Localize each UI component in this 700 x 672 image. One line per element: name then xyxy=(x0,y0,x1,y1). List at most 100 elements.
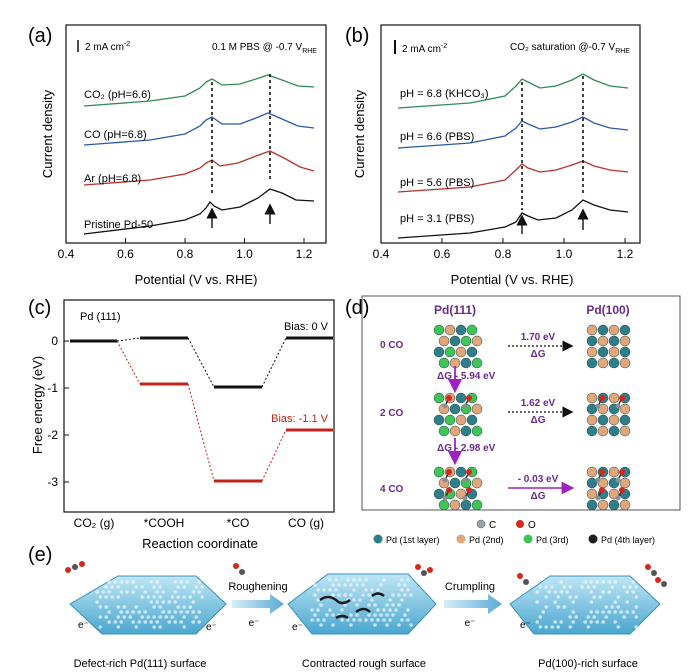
surface-atom xyxy=(382,618,386,622)
pd-atom xyxy=(460,335,472,347)
surface-atom xyxy=(161,610,165,614)
bias0-label: Bias: 0 V xyxy=(284,321,329,333)
state-co2: CO₂ (g) xyxy=(74,516,115,530)
legend-pd4: Pd (4th layer) xyxy=(601,535,655,545)
surface-label-1: Defect-rich Pd(111) surface xyxy=(74,658,207,670)
surface-atom xyxy=(550,625,554,629)
surface-atom xyxy=(544,605,548,609)
surface-atom xyxy=(152,615,156,619)
surface-atom xyxy=(400,578,404,582)
pd-atom xyxy=(619,403,631,415)
panel-b-xticks: 0.4 0.6 0.8 1.0 1.2 xyxy=(373,238,634,261)
surface-atom xyxy=(149,580,153,584)
surface-atom xyxy=(313,613,317,617)
surface-atom xyxy=(149,600,153,604)
surface-atom xyxy=(322,618,326,622)
surface-atom xyxy=(634,605,638,609)
energy-0co: 1.70 eV xyxy=(521,332,556,343)
surface-atom xyxy=(116,615,120,619)
surface-atom xyxy=(191,600,195,604)
surface-atom xyxy=(113,580,117,584)
panel-b-label-3-1: pH = 3.1 (PBS) xyxy=(400,213,474,225)
legend-pd1: Pd (1st layer) xyxy=(386,535,440,545)
panel-b-tick-label: 1.2 xyxy=(617,247,634,261)
slab-3-texture xyxy=(535,580,638,629)
c-atom xyxy=(462,495,468,501)
surface-atom xyxy=(131,610,135,614)
surface-atom xyxy=(367,613,371,617)
panel-c-surface: Pd (111) xyxy=(80,311,121,323)
pd-atom xyxy=(608,335,620,347)
panel-b-tick-label: 0.4 xyxy=(373,247,390,261)
dg-0co: ΔG xyxy=(531,349,546,360)
pd-atom xyxy=(608,324,620,336)
panel-c-tick-label: 0 xyxy=(51,334,58,348)
c-atom xyxy=(442,495,448,501)
panel-a-tick-label: 1.2 xyxy=(296,247,313,261)
surface-atom xyxy=(358,578,362,582)
surface-atom xyxy=(158,605,162,609)
surface-atom xyxy=(334,578,338,582)
pd-atom xyxy=(460,499,472,511)
surface-atom xyxy=(571,610,575,614)
panel-a-xticks: 0.4 0.6 0.8 1.0 1.2 xyxy=(58,238,313,261)
surface-atom xyxy=(313,583,317,587)
surface-atom xyxy=(583,620,587,624)
panel-b-tick-label: 0.8 xyxy=(495,247,512,261)
surface-atom xyxy=(131,620,135,624)
surface-atom xyxy=(173,610,177,614)
surface-atom xyxy=(541,610,545,614)
surface-atom xyxy=(322,588,326,592)
surface-atom xyxy=(140,585,144,589)
surface-atom xyxy=(95,580,99,584)
surface-atom xyxy=(616,605,620,609)
panel-c-ylabel: Free energy (eV) xyxy=(30,356,45,454)
pd-atom xyxy=(619,499,631,511)
o-atom xyxy=(446,395,452,401)
pd-atom xyxy=(586,414,598,426)
legend-pd4-marker xyxy=(588,534,598,544)
c-atom xyxy=(595,477,601,483)
pd-atom xyxy=(597,403,609,415)
energy-4co: - 0.03 eV xyxy=(518,474,559,485)
row-label-2co: 2 CO xyxy=(380,408,404,419)
pd-atom xyxy=(597,499,609,511)
panel-a-xlabel: Potential (V vs. RHE) xyxy=(135,272,258,287)
pd-atom xyxy=(586,324,598,336)
surface-atom xyxy=(155,620,159,624)
legend-o: O xyxy=(528,520,536,531)
o-atom xyxy=(599,395,605,401)
o-atom xyxy=(619,469,625,475)
surface-atom xyxy=(571,600,575,604)
pd-atom xyxy=(466,324,478,336)
surface-atom xyxy=(559,580,563,584)
c-atom xyxy=(595,495,601,501)
panel-a-tick-label: 0.8 xyxy=(177,247,194,261)
surface-atom xyxy=(155,590,159,594)
surface-atom xyxy=(316,608,320,612)
panel-a: (a) 2 mA cm-2 0.1 M PBS @ -0.7 VRHE CO₂ … xyxy=(28,24,327,287)
bias-neg-connectors xyxy=(116,340,287,482)
rough-pits xyxy=(319,592,385,620)
panel-a-curve-co2 xyxy=(83,74,315,107)
surface-atom xyxy=(586,615,590,619)
pd-atom xyxy=(444,324,456,336)
surface-atom xyxy=(179,610,183,614)
surface-atom xyxy=(385,613,389,617)
surface-atom xyxy=(406,618,410,622)
pd-atom xyxy=(471,335,483,347)
surface-atom xyxy=(583,580,587,584)
surface-atom xyxy=(98,605,102,609)
panel-a-scalebar-text: 2 mA cm-2 xyxy=(85,41,130,53)
surface-atom xyxy=(197,590,201,594)
pd-atom xyxy=(449,499,461,511)
surface-atom xyxy=(310,608,314,612)
roughening-arrow xyxy=(232,594,284,614)
surface-atom xyxy=(634,585,638,589)
surface-atom xyxy=(176,605,180,609)
slab-contracted-rough xyxy=(287,573,437,635)
surface-atom xyxy=(568,595,572,599)
surface-atom xyxy=(544,625,548,629)
surface-atom xyxy=(331,583,335,587)
state-co: *CO xyxy=(227,516,250,530)
